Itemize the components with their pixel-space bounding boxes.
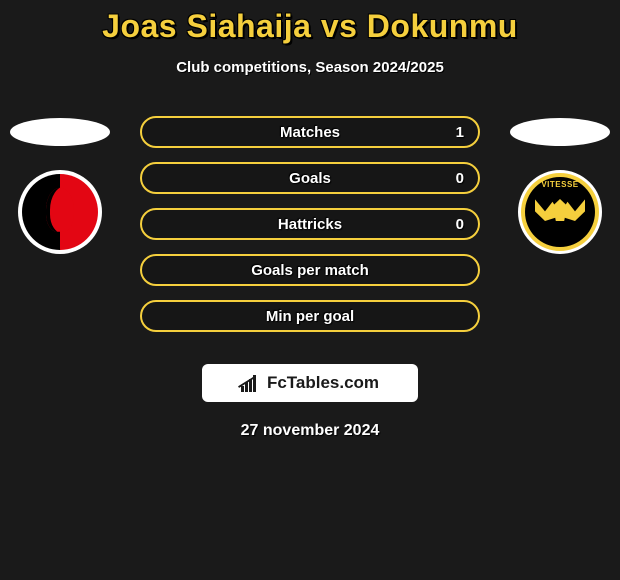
stat-row-min-per-goal: Min per goal: [140, 300, 480, 332]
player-photo-right: [510, 118, 610, 146]
club-logo-right: VITESSE: [510, 170, 610, 254]
stat-row-goals: Goals 0: [140, 162, 480, 194]
stat-row-hattricks: Hattricks 0: [140, 208, 480, 240]
stat-row-matches: Matches 1: [140, 116, 480, 148]
vitesse-logo-icon: VITESSE: [518, 170, 602, 254]
stat-right-value: 1: [456, 124, 464, 141]
bar-chart-icon: [241, 374, 261, 392]
stat-right-value: 0: [456, 170, 464, 187]
stat-label: Min per goal: [266, 308, 354, 325]
date-label: 27 november 2024: [0, 422, 620, 440]
subtitle: Club competitions, Season 2024/2025: [0, 59, 620, 76]
helmond-logo-icon: [18, 170, 102, 254]
branding-text: FcTables.com: [267, 373, 379, 393]
vitesse-logo-text: VITESSE: [541, 180, 578, 189]
stat-right-value: 0: [456, 216, 464, 233]
eagle-icon: [535, 191, 585, 235]
stat-label: Goals: [289, 170, 331, 187]
stat-label: Goals per match: [251, 262, 369, 279]
branding-badge[interactable]: FcTables.com: [202, 364, 418, 402]
stat-label: Matches: [280, 124, 340, 141]
stats-list: Matches 1 Goals 0 Hattricks 0 Goals per …: [140, 116, 480, 346]
club-logo-left: [10, 170, 110, 254]
page-title: Joas Siahaija vs Dokunmu: [0, 8, 620, 45]
stat-label: Hattricks: [278, 216, 342, 233]
comparison-card: Joas Siahaija vs Dokunmu Club competitio…: [0, 0, 620, 440]
comparison-body: VITESSE Matches 1 Goals 0 Hattricks 0: [0, 106, 620, 346]
player-photo-left: [10, 118, 110, 146]
stat-row-goals-per-match: Goals per match: [140, 254, 480, 286]
